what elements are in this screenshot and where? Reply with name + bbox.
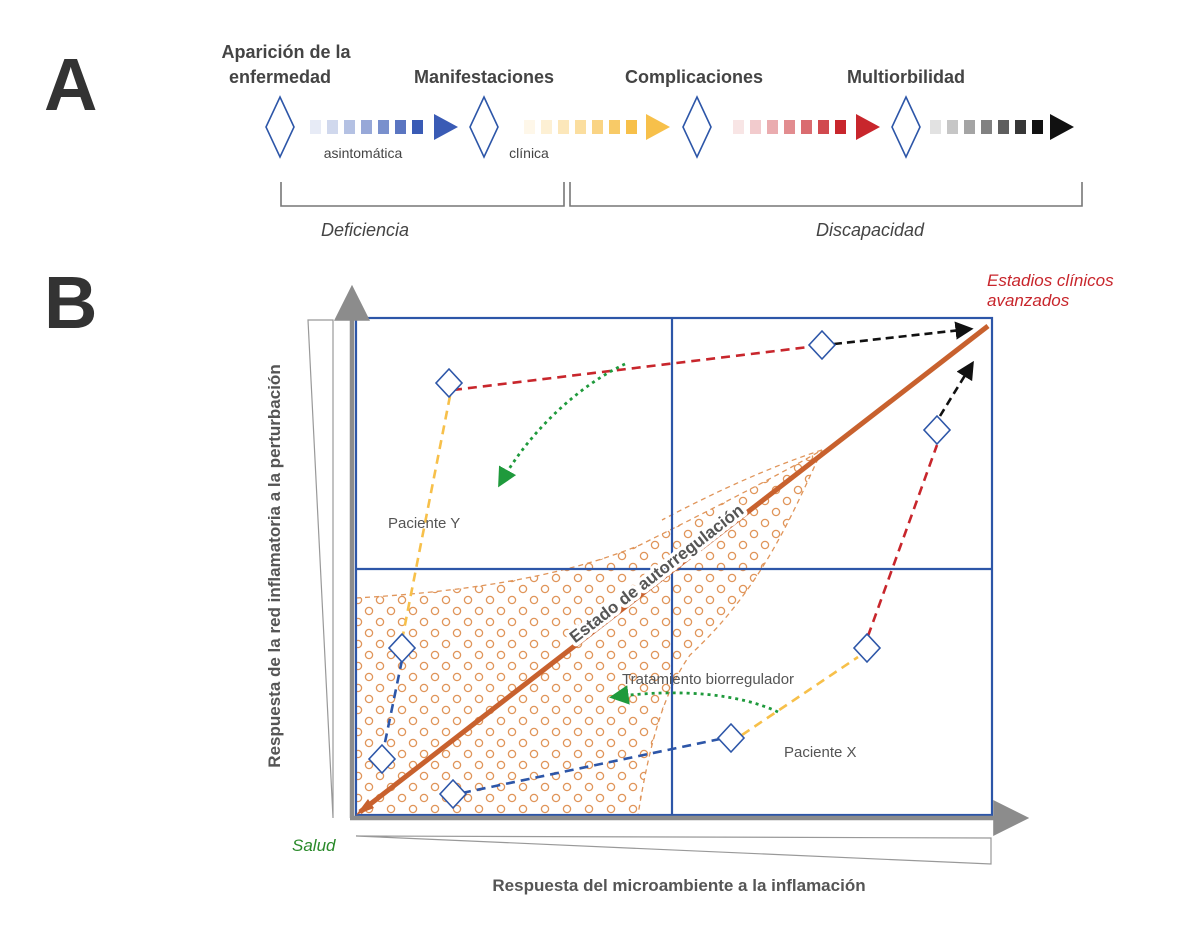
diamond-onset bbox=[265, 95, 295, 159]
arrow-head-complications bbox=[856, 114, 880, 140]
diamond-x-top bbox=[922, 414, 952, 446]
bracket-disability bbox=[569, 182, 1083, 207]
arrow-dash-asymptomatic bbox=[361, 120, 372, 134]
arrow-dash-complications bbox=[767, 120, 778, 134]
diamond-y-low bbox=[367, 743, 397, 775]
patient-diamonds bbox=[367, 329, 952, 810]
self-regulation-diagonal bbox=[358, 324, 990, 814]
diamond-x-start bbox=[438, 778, 468, 810]
stage-multimorbidity: Multiorbilidad bbox=[847, 67, 965, 87]
arrow-dash-complications bbox=[801, 120, 812, 134]
stage-onset-line2: enfermedad bbox=[229, 67, 331, 87]
x-axis-wedge bbox=[355, 835, 992, 865]
arrow-dash-multimorbidity bbox=[930, 120, 941, 134]
panel-a-letter: A bbox=[44, 43, 97, 126]
progression-arrows bbox=[310, 114, 1074, 140]
patient-y-path bbox=[381, 344, 818, 753]
diamond-x-right bbox=[852, 632, 882, 664]
bracket-deficiency bbox=[280, 182, 565, 207]
arrow-head-asymptomatic bbox=[434, 114, 458, 140]
arrow-dash-asymptomatic bbox=[344, 120, 355, 134]
label-patient-x: Paciente X bbox=[784, 744, 857, 761]
diamond-multimorbidity bbox=[891, 95, 921, 159]
sublabel-asymptomatic: asintomática bbox=[324, 145, 403, 161]
arrow-dash-clinical bbox=[558, 120, 569, 134]
y-axis-wedge bbox=[307, 319, 334, 819]
arrow-dash-clinical bbox=[575, 120, 586, 134]
diamond-complications bbox=[682, 95, 712, 159]
label-treatment: Tratamiento biorregulador bbox=[622, 671, 794, 688]
arrow-dash-complications bbox=[818, 120, 829, 134]
diamond-manifestations bbox=[469, 95, 499, 159]
arrow-dash-complications bbox=[733, 120, 744, 134]
arrow-dash-asymptomatic bbox=[412, 120, 423, 134]
stage-complications: Complicaciones bbox=[625, 67, 763, 87]
arrow-head-multimorbidity bbox=[1050, 114, 1074, 140]
x-axis-label: Respuesta del microambiente a la inflama… bbox=[492, 876, 865, 895]
label-advanced-line1: Estadios clínicos bbox=[987, 271, 1114, 290]
arrow-dash-multimorbidity bbox=[964, 120, 975, 134]
label-patient-y: Paciente Y bbox=[388, 515, 460, 532]
stage-manifestations: Manifestaciones bbox=[414, 67, 554, 87]
label-health: Salud bbox=[292, 836, 336, 855]
arrow-dash-asymptomatic bbox=[310, 120, 321, 134]
region-outline-right bbox=[637, 449, 823, 816]
diagonal-origin-arrow bbox=[356, 799, 374, 815]
sublabel-clinical: clínica bbox=[509, 145, 549, 161]
arrow-dash-clinical bbox=[609, 120, 620, 134]
arrow-dash-asymptomatic bbox=[395, 120, 406, 134]
green-arrow-patient-x bbox=[609, 685, 779, 714]
arrow-dash-complications bbox=[750, 120, 761, 134]
arrow-dash-clinical bbox=[524, 120, 535, 134]
region-outline-top bbox=[355, 449, 823, 599]
diamond-x-mid bbox=[716, 722, 746, 754]
arrow-dash-clinical bbox=[626, 120, 637, 134]
diamond-y-start bbox=[434, 367, 464, 399]
panel-b-letter: B bbox=[44, 261, 97, 344]
advanced-stage-arrows bbox=[833, 321, 974, 417]
stage-onset-line1: Aparición de la bbox=[221, 42, 351, 62]
arrow-dash-complications bbox=[835, 120, 846, 134]
arrow-dash-complications bbox=[784, 120, 795, 134]
diamond-y-top-right bbox=[807, 329, 837, 361]
label-deficiency: Deficiencia bbox=[321, 220, 409, 240]
label-disability: Discapacidad bbox=[816, 220, 925, 240]
arrow-dash-clinical bbox=[541, 120, 552, 134]
arrow-dash-multimorbidity bbox=[1032, 120, 1043, 134]
arrow-dash-clinical bbox=[592, 120, 603, 134]
timeline-diamonds bbox=[265, 95, 921, 159]
patient-x-path bbox=[461, 444, 939, 795]
y-axis-label: Respuesta de la red inflamatoria a la pe… bbox=[265, 364, 284, 767]
arrow-dash-multimorbidity bbox=[998, 120, 1009, 134]
arrow-dash-asymptomatic bbox=[378, 120, 389, 134]
label-advanced-line2: avanzados bbox=[987, 291, 1070, 310]
diamond-y-mid bbox=[387, 632, 417, 664]
arrow-head-clinical bbox=[646, 114, 670, 140]
arrow-dash-multimorbidity bbox=[947, 120, 958, 134]
arrow-dash-multimorbidity bbox=[1015, 120, 1026, 134]
arrow-dash-asymptomatic bbox=[327, 120, 338, 134]
arrow-dash-multimorbidity bbox=[981, 120, 992, 134]
